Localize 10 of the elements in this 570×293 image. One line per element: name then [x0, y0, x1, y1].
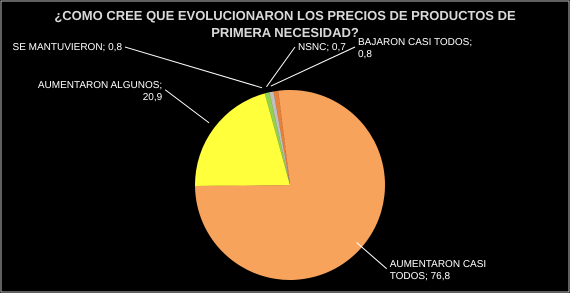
pie-slice: [274, 90, 290, 185]
slice-label: AUMENTARON ALGUNOS; 20,9: [38, 80, 163, 103]
slice-label: SE MANTUVIERON; 0,8: [12, 42, 122, 53]
pie-slice: [264, 92, 290, 185]
slice-label: BAJARON CASI TODOS; 0,8: [358, 37, 472, 60]
slice-label: NSNC; 0,7: [298, 42, 346, 53]
pie-slice: [269, 91, 290, 185]
pie-slice: [195, 93, 290, 186]
slice-label: AUMENTARON CASI TODOS; 76,8: [390, 258, 486, 282]
pie-slice: [195, 90, 385, 280]
